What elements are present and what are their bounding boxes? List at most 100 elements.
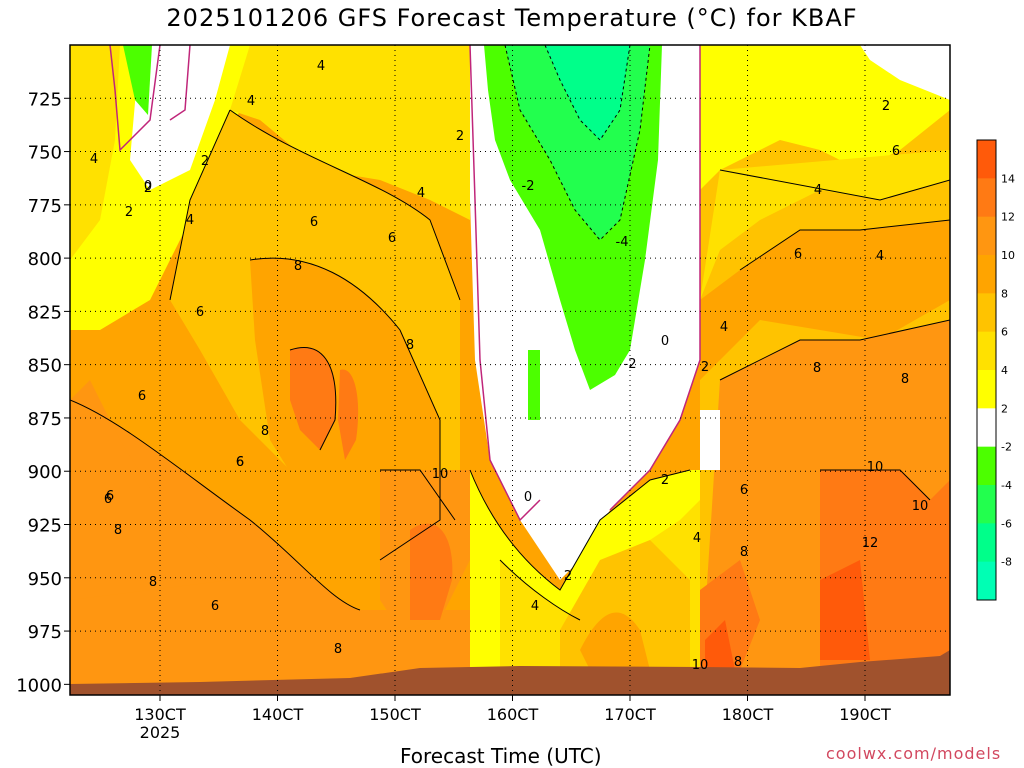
contour-label: 6 xyxy=(310,215,318,230)
y-tick-label: 950 xyxy=(28,569,62,590)
contour-field xyxy=(70,45,950,695)
gridlines xyxy=(70,45,950,695)
contour-label: 4 xyxy=(531,599,539,614)
colorbar-label: -6 xyxy=(1001,517,1012,530)
contour-label: 2 xyxy=(144,181,152,196)
x-axis: 130CT 140CT 150CT 160CT 170CT 180CT 190CT 2025 xyxy=(134,695,891,742)
x-tick-label: 140CT xyxy=(252,705,304,724)
contour-label: 10 xyxy=(867,460,884,475)
x-tick-label: 160CT xyxy=(487,705,539,724)
y-tick-label: 775 xyxy=(28,196,62,217)
contour-label: 6 xyxy=(106,489,114,504)
contour-label: 6 xyxy=(794,247,802,262)
colorbar-swatch xyxy=(977,216,996,256)
contour-label: -4 xyxy=(616,235,629,250)
colorbar-swatch xyxy=(977,523,996,563)
colorbar-swatch xyxy=(977,485,996,524)
colorbar-swatch xyxy=(977,178,996,218)
y-tick-label: 1000 xyxy=(16,675,62,696)
contour-label: 0 xyxy=(144,179,152,194)
colorbar-swatch xyxy=(977,140,996,179)
chart-title: 2025101206 GFS Forecast Temperature (°C)… xyxy=(166,4,858,32)
contour-label: 2 xyxy=(456,129,464,144)
colorbar-label: 6 xyxy=(1001,326,1008,339)
contour-label: 0 xyxy=(661,334,669,349)
plot-frame xyxy=(69,44,951,696)
colorbar-legend: 14 12 10 8 6 4 2 -2 -4 -6 -8 xyxy=(976,139,1015,601)
contour-label: 10 xyxy=(432,467,449,482)
colorbar-swatch xyxy=(977,293,996,333)
contour-label: 2 xyxy=(661,473,669,488)
colorbar-frame xyxy=(976,139,997,601)
contour-label: 8 xyxy=(740,545,748,560)
x-tick-label: 180CT xyxy=(722,705,774,724)
colorbar-label: 10 xyxy=(1001,249,1015,262)
contour-label: 4 xyxy=(693,531,701,546)
colorbar-swatch xyxy=(977,331,996,371)
y-axis: 725 750 775 800 825 850 875 900 925 950 975 1000 xyxy=(16,89,70,696)
contour-label: 8 xyxy=(334,642,342,657)
contour-label: 4 xyxy=(90,152,98,167)
contour-label: 4 xyxy=(186,213,194,228)
contour-label: -2 xyxy=(624,357,637,372)
contour-label: 0 xyxy=(524,490,532,505)
contour-label: 4 xyxy=(317,59,325,74)
y-tick-label: 725 xyxy=(28,89,62,110)
colorbar-swatch xyxy=(977,446,996,486)
contour-label: 6 xyxy=(138,389,146,404)
colorbar-swatch xyxy=(977,370,996,409)
colorbar-swatch xyxy=(977,561,996,601)
colorbar-label: 4 xyxy=(1001,364,1008,377)
contour-label: 4 xyxy=(720,320,728,335)
x-year-label: 2025 xyxy=(140,723,181,742)
contour-label: 6 xyxy=(892,144,900,159)
colorbar-label: 14 xyxy=(1001,172,1015,185)
contour-label: 12 xyxy=(862,536,879,551)
colorbar-label: 8 xyxy=(1001,287,1008,300)
contour-label: 8 xyxy=(261,424,269,439)
y-tick-label: 825 xyxy=(28,302,62,323)
contour-label: 2 xyxy=(201,154,209,169)
x-tick-label: 170CT xyxy=(604,705,656,724)
contour-label: 6 xyxy=(740,483,748,498)
contour-label: 8 xyxy=(813,361,821,376)
contour-label: 6 xyxy=(196,305,204,320)
y-tick-label: 925 xyxy=(28,516,62,537)
contour-label: 6 xyxy=(104,492,112,507)
contour-label: 4 xyxy=(247,94,255,109)
contour-label: 8 xyxy=(294,259,302,274)
contour-label: 10 xyxy=(692,658,709,673)
y-tick-label: 875 xyxy=(28,409,62,430)
colorbar-swatch xyxy=(977,408,996,448)
x-tick-label: 190CT xyxy=(839,705,891,724)
colorbar-label: -2 xyxy=(1001,441,1012,454)
contour-label: 2 xyxy=(564,569,572,584)
contour-label: 8 xyxy=(406,338,414,353)
contour-label: 10 xyxy=(912,499,929,514)
contour-label: 4 xyxy=(417,186,425,201)
contour-label: -2 xyxy=(522,179,535,194)
contour-label: 4 xyxy=(876,249,884,264)
colorbar-label: 12 xyxy=(1001,211,1015,224)
contour-label: 2 xyxy=(701,360,709,375)
contour-label: 6 xyxy=(211,599,219,614)
contour-label: 8 xyxy=(734,655,742,670)
y-tick-label: 800 xyxy=(28,249,62,270)
x-axis-title: Forecast Time (UTC) xyxy=(400,744,602,768)
contour-label: 8 xyxy=(901,372,909,387)
x-tick-label: 130CT xyxy=(134,705,186,724)
x-tick-label: 150CT xyxy=(369,705,421,724)
contour-label: 6 xyxy=(388,231,396,246)
y-tick-label: 975 xyxy=(28,622,62,643)
colorbar-label: 2 xyxy=(1001,402,1008,415)
contour-label: 6 xyxy=(236,455,244,470)
contour-label: 8 xyxy=(114,523,122,538)
y-tick-label: 900 xyxy=(28,462,62,483)
colorbar-label: -8 xyxy=(1001,556,1012,569)
colorbar-swatch xyxy=(977,255,996,294)
contour-label: 4 xyxy=(814,183,822,198)
y-tick-label: 750 xyxy=(28,143,62,164)
contour-label: 6 xyxy=(236,455,244,470)
